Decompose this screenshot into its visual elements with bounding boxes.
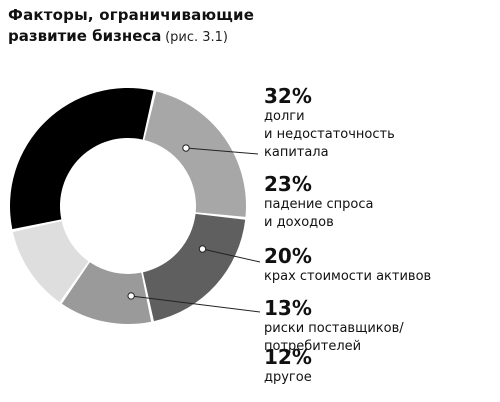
- donut-slice-demand: [144, 91, 246, 217]
- legend-label: другое: [264, 370, 312, 385]
- legend-value: 23%: [264, 172, 312, 196]
- legend-value: 12%: [264, 345, 312, 369]
- legend-label: падение спроса и доходов: [264, 197, 374, 230]
- figure-reference: (рис. 3.1): [165, 30, 228, 45]
- donut-slices: [9, 88, 246, 324]
- legend-item-suppliers: 13% риски поставщиков/потребителей: [264, 296, 500, 356]
- legend-item-debt: 32% долги и недостаточность капитала: [264, 84, 395, 162]
- legend-item-demand: 23% падение спроса и доходов: [264, 172, 374, 232]
- legend-value: 13%: [264, 296, 312, 320]
- chart-title: Факторы, ограничивающие развитие бизнеса…: [8, 4, 308, 48]
- donut-slice-debt: [9, 88, 154, 230]
- title-line-1: Факторы, ограничивающие: [8, 6, 255, 24]
- leader-line-demand: [202, 248, 261, 263]
- legend-value: 32%: [264, 84, 312, 108]
- legend-item-assets: 20% крах стоимости активов: [264, 244, 431, 286]
- leader-line-other: [185, 147, 259, 155]
- legend-label: крах стоимости активов: [264, 269, 432, 284]
- leader-line-suppliers: [131, 295, 261, 313]
- legend-item-other: 12% другое: [264, 345, 312, 387]
- donut-slice-suppliers: [61, 262, 152, 324]
- legend-label: риски поставщиков/потребителей: [264, 321, 404, 354]
- title-line-2: развитие бизнеса (рис. 3.1): [8, 26, 308, 48]
- title-line-2-text: развитие бизнеса: [8, 27, 162, 45]
- donut-slice-other: [12, 220, 89, 303]
- legend-value: 20%: [264, 244, 312, 268]
- leader-dot-demand: [198, 245, 207, 253]
- leader-dot-other: [182, 144, 190, 152]
- legend-label: долги и недостаточность капитала: [264, 109, 395, 160]
- leader-lines: [127, 144, 261, 313]
- leader-dot-suppliers: [127, 292, 135, 300]
- donut-slice-assets: [142, 213, 246, 322]
